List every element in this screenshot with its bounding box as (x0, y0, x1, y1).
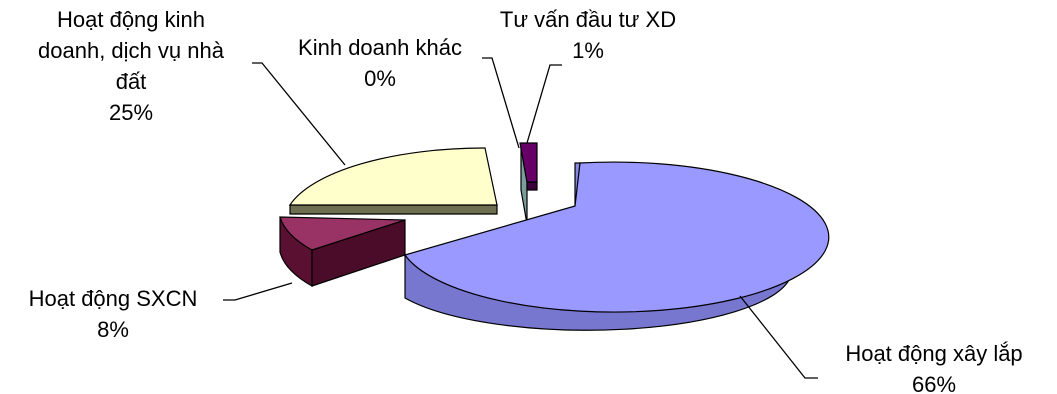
label-tu-van-name: Tư vấn đầu tư XD (500, 7, 676, 32)
label-nha-dat-line2: doanh, dịch vụ nhà (38, 38, 225, 63)
leader-tu-van (526, 64, 562, 144)
slice-xay-lap-top (404, 161, 830, 313)
label-xay-lap: Hoạt động xây lắp 66% (845, 341, 1022, 394)
label-xay-lap-pct: 66% (912, 372, 956, 394)
label-nha-dat: Hoạt động kinh doanh, dịch vụ nhà đất 25… (38, 7, 225, 125)
slice-tu-van (519, 142, 538, 191)
label-xay-lap-name: Hoạt động xây lắp (845, 341, 1022, 366)
slice-sxcn-top (279, 216, 406, 251)
slice-sxcn (279, 216, 406, 288)
label-nha-dat-line3: đất (116, 69, 147, 94)
slice-nha-dat-side (289, 204, 498, 215)
leader-lines (223, 57, 818, 379)
leader-khac (482, 57, 520, 149)
label-sxcn: Hoạt động SXCN 8% (29, 286, 198, 342)
leader-sxcn (223, 282, 293, 301)
label-nha-dat-line1: Hoạt động kinh (57, 7, 205, 32)
label-nha-dat-pct: 25% (109, 100, 153, 125)
label-khac: Kinh doanh khác 0% (298, 35, 462, 91)
slice-nha-dat (288, 147, 498, 215)
label-tu-van-pct: 1% (572, 38, 604, 63)
slice-tu-van-side (526, 181, 538, 191)
slice-xay-lap (404, 161, 830, 331)
leader-xay-lap (739, 295, 818, 379)
label-khac-name: Kinh doanh khác (298, 35, 462, 60)
label-sxcn-name: Hoạt động SXCN (29, 286, 198, 311)
slice-tu-van-top (519, 142, 538, 183)
label-sxcn-pct: 8% (97, 317, 129, 342)
label-khac-pct: 0% (364, 66, 396, 91)
slice-nha-dat-top (288, 147, 498, 206)
leader-nha-dat (252, 62, 346, 166)
label-tu-van: Tư vấn đầu tư XD 1% (500, 7, 676, 63)
